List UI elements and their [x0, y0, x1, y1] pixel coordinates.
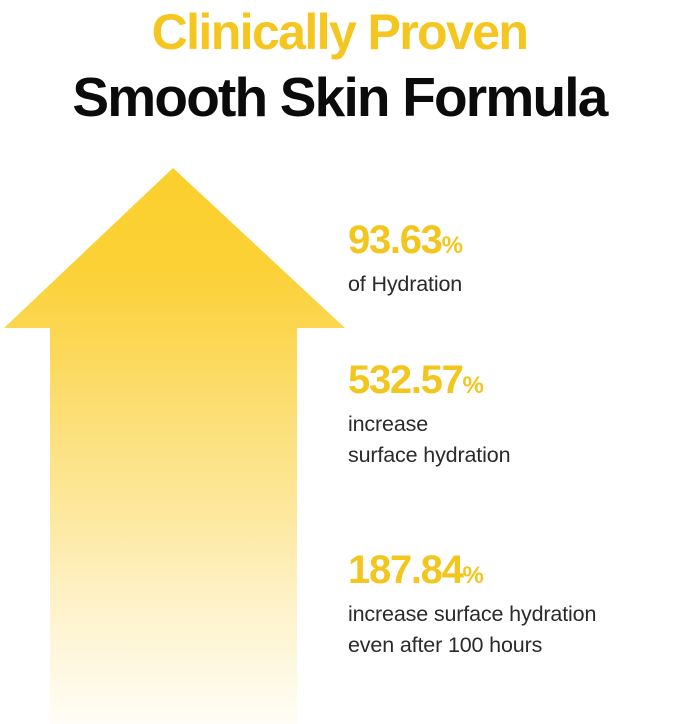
- upward-arrow-graphic: [0, 160, 350, 724]
- stat-description-line: surface hydration: [348, 443, 511, 467]
- stat-block-long-lasting: 187.84% increase surface hydration even …: [348, 548, 679, 661]
- stat-description: increase surface hydration: [348, 409, 679, 471]
- stat-block-surface-hydration: 532.57% increase surface hydration: [348, 358, 679, 471]
- stat-description-line: increase: [348, 412, 429, 436]
- stat-number: 532.57: [348, 358, 464, 402]
- stats-column: 93.63% of Hydration 532.57% increase sur…: [348, 0, 679, 724]
- upward-arrow-icon: [4, 168, 345, 724]
- stat-description-line: of Hydration: [348, 272, 463, 296]
- stat-percent-sign: %: [462, 562, 484, 589]
- stat-figure: 93.63%: [348, 218, 679, 262]
- stat-description-line: increase surface hydration: [348, 602, 597, 626]
- page-title: Clinically Proven Smooth Skin Formula: [0, 0, 679, 130]
- arrow-shape: [4, 168, 345, 724]
- stat-description-line: even after 100 hours: [348, 633, 543, 657]
- stat-description: increase surface hydration even after 10…: [348, 599, 679, 661]
- stat-figure: 532.57%: [348, 358, 679, 402]
- stat-number: 187.84: [348, 548, 464, 592]
- stat-description: of Hydration: [348, 269, 679, 300]
- stat-number: 93.63: [348, 218, 443, 262]
- headline-line-primary: Clinically Proven: [151, 4, 529, 60]
- stat-figure: 187.84%: [348, 548, 679, 592]
- stat-percent-sign: %: [441, 232, 463, 259]
- headline-line-secondary: Smooth Skin Formula: [72, 66, 608, 128]
- stat-block-hydration: 93.63% of Hydration: [348, 218, 679, 300]
- stat-percent-sign: %: [462, 372, 484, 399]
